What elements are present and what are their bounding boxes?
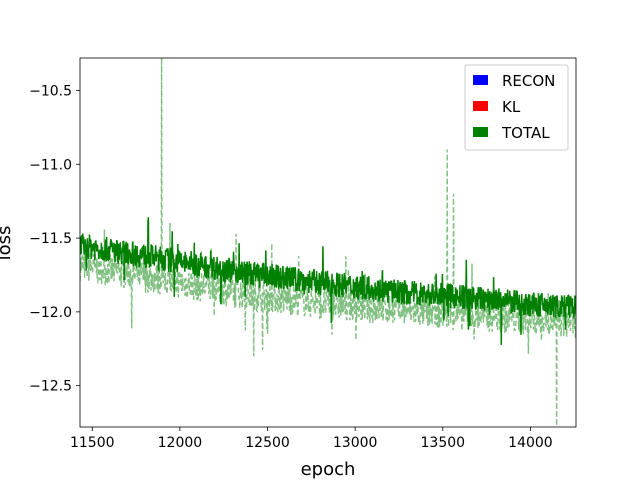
y-tick-label: −11.5: [29, 231, 72, 247]
x-tick-label: 11500: [70, 435, 115, 451]
legend-label-recon: RECON: [502, 72, 555, 90]
legend-swatch-recon: [473, 75, 488, 85]
x-tick-label: 13000: [333, 435, 378, 451]
series-total-solid-line: [80, 217, 576, 345]
plot-area: [80, 58, 576, 427]
legend-label-total: TOTAL: [501, 124, 550, 142]
axes-frame: [79, 57, 577, 428]
y-tick-label: −12.5: [29, 379, 72, 395]
x-tick-label: 12500: [245, 435, 290, 451]
x-tick-label: 13500: [421, 435, 466, 451]
series-total-dashed-line: [80, 58, 576, 427]
y-tick-label: −10.5: [29, 83, 72, 99]
legend: RECON KL TOTAL: [464, 64, 569, 151]
legend-label-kl: KL: [502, 98, 521, 116]
y-tick-label: −11.0: [29, 157, 72, 173]
legend-swatch-total: [473, 127, 488, 137]
y-axis-label: loss: [0, 226, 15, 261]
legend-box: [464, 64, 569, 151]
x-axis-label: epoch: [301, 459, 356, 480]
legend-swatch-kl: [473, 101, 488, 111]
y-tick-label: −12.0: [29, 305, 72, 321]
axes: 11500 12000 12500 13000 13500 14000 −12.5 −12.0…: [29, 57, 577, 451]
x-tick-label: 14000: [508, 435, 553, 451]
x-tick-label: 12000: [158, 435, 203, 451]
